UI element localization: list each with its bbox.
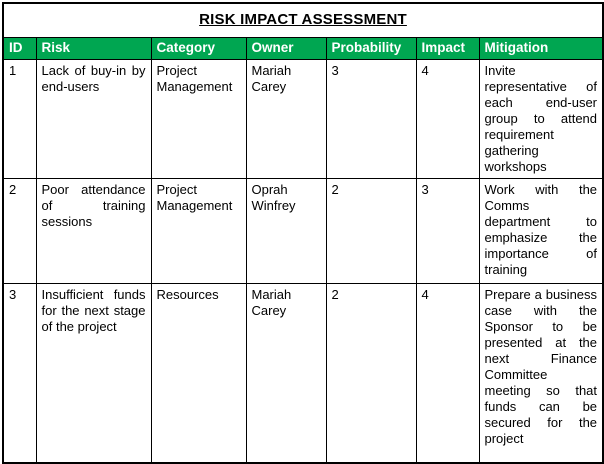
column-header-mitigation: Mitigation: [478, 36, 604, 60]
cell-impact: 3: [415, 177, 480, 284]
cell-category: Project Management: [150, 58, 247, 179]
cell-mitigation: Prepare a business case with the Sponsor…: [478, 282, 604, 464]
cell-owner: Oprah Winfrey: [245, 177, 327, 284]
column-header-probability: Probability: [325, 36, 417, 60]
cell-owner: Mariah Carey: [245, 58, 327, 179]
cell-probability: 2: [325, 177, 417, 284]
column-header-category: Category: [150, 36, 247, 60]
cell-probability: 2: [325, 282, 417, 464]
table-row: 1 Lack of buy-in by end-users Project Ma…: [2, 58, 604, 179]
cell-category: Project Management: [150, 177, 247, 284]
cell-category: Resources: [150, 282, 247, 464]
page-title: RISK IMPACT ASSESSMENT: [199, 11, 407, 29]
cell-id: 3: [2, 282, 37, 464]
cell-mitigation: Invite representative of each end-user g…: [478, 58, 604, 179]
cell-risk: Lack of buy-in by end-users: [35, 58, 152, 179]
title-cell: RISK IMPACT ASSESSMENT: [2, 2, 604, 38]
cell-probability: 3: [325, 58, 417, 179]
cell-impact: 4: [415, 58, 480, 179]
cell-id: 2: [2, 177, 37, 284]
table-row: 2 Poor attendance of training sessions P…: [2, 177, 604, 284]
cell-owner: Mariah Carey: [245, 282, 327, 464]
column-header-impact: Impact: [415, 36, 480, 60]
table-header-row: ID Risk Category Owner Probability Impac…: [2, 36, 604, 60]
cell-id: 1: [2, 58, 37, 179]
table-row: 3 Insufficient funds for the next stage …: [2, 282, 604, 464]
cell-risk: Insufficient funds for the next stage of…: [35, 282, 152, 464]
column-header-risk: Risk: [35, 36, 152, 60]
cell-impact: 4: [415, 282, 480, 464]
title-row: RISK IMPACT ASSESSMENT: [2, 2, 604, 38]
column-header-id: ID: [2, 36, 37, 60]
cell-mitigation: Work with the Comms department to emphas…: [478, 177, 604, 284]
column-header-owner: Owner: [245, 36, 327, 60]
cell-risk: Poor attendance of training sessions: [35, 177, 152, 284]
